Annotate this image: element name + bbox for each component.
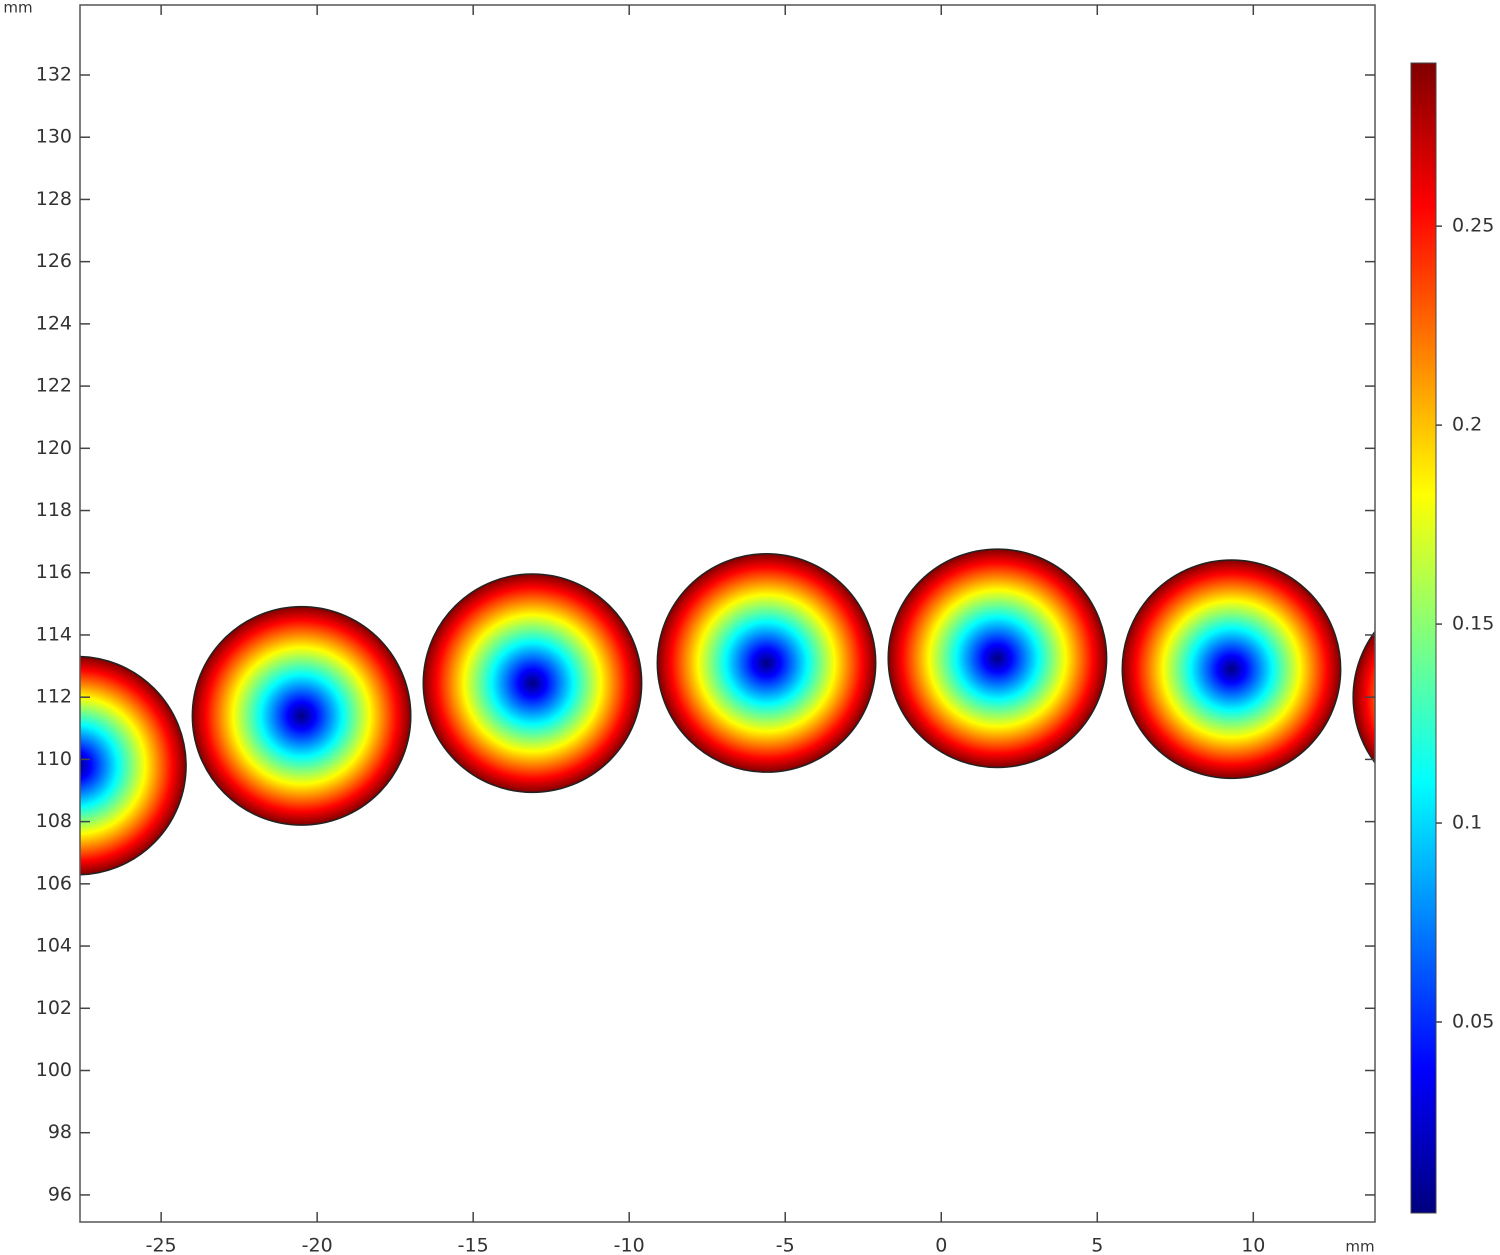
y-tick-label: 122 [36,375,72,397]
field-circle [422,573,643,794]
field-circle [191,605,412,826]
y-tick-label: 102 [36,997,72,1019]
y-tick-label: 124 [36,312,72,334]
y-tick-label: 96 [48,1183,72,1205]
y-tick-label: 132 [36,63,72,85]
x-tick-label: -25 [146,1235,177,1255]
y-axis-label: mm [3,0,32,17]
field-circle [656,552,877,773]
x-tick-label: -5 [776,1235,795,1255]
field-circle [80,655,187,876]
x-axis-label: mm [1345,1238,1374,1255]
y-tick-label: 98 [48,1121,72,1143]
field-circle [1121,559,1342,780]
x-tick-label: -10 [614,1235,645,1255]
colorbar-tick-label: 0.2 [1452,414,1482,436]
plot-area [80,548,1375,876]
x-tick-label: 0 [935,1235,947,1255]
y-tick-label: 116 [36,561,72,583]
y-tick-label: 118 [36,499,72,521]
plot-frame [79,4,1376,1223]
field-circle [1352,630,1375,764]
y-tick-label: 126 [36,250,72,272]
y-tick-label: 104 [36,935,72,957]
x-tick-label: -20 [302,1235,333,1255]
colorbar-tick-label: 0.15 [1452,613,1494,635]
y-tick-label: 128 [36,188,72,210]
x-tick-label: -15 [458,1235,489,1255]
y-tick-label: 130 [36,126,72,148]
colorbar-tick-label: 0.05 [1452,1010,1494,1032]
y-tick-label: 112 [36,686,72,708]
y-tick-label: 100 [36,1059,72,1081]
y-tick-label: 110 [36,748,72,770]
colorbar-tick-label: 0.25 [1452,215,1494,237]
y-tick-label: 108 [36,810,72,832]
x-tick-label: 10 [1241,1235,1265,1255]
field-circle [887,548,1108,769]
colorbar [1410,62,1437,1214]
x-tick-label: 5 [1091,1235,1103,1255]
y-tick-label: 120 [36,437,72,459]
y-tick-label: 114 [36,623,72,645]
colorbar-tick-label: 0.1 [1452,812,1482,834]
y-tick-label: 106 [36,872,72,894]
